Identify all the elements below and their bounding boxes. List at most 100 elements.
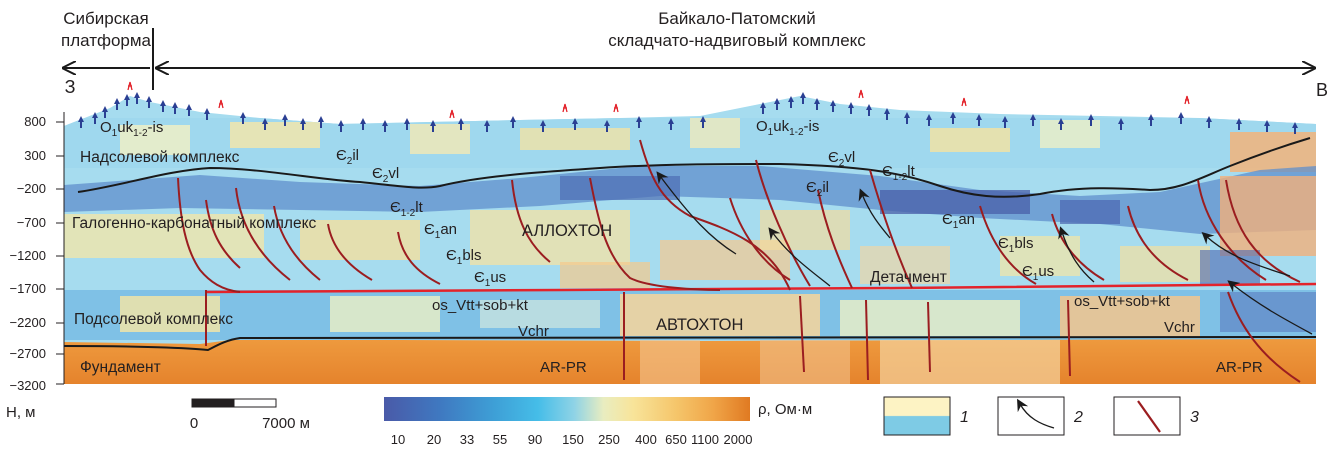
fault <box>1127 205 1189 281</box>
thrust-arrow <box>1227 280 1313 335</box>
legend-swatch-arrow <box>997 396 1065 436</box>
label-autochthon: АВТОХТОН <box>656 316 743 334</box>
fault <box>755 159 811 287</box>
station-arrows-right <box>760 92 1298 134</box>
color-tick: 400 <box>635 432 657 447</box>
stratum-ord-left: O1uk1-2-is <box>100 119 163 139</box>
depth-axis: 800 300 −200 −700 −1200 −1700 −2200 −270… <box>6 112 65 421</box>
resistivity-color-scale: ρ, Ом·м 10 20 33 55 90 150 250 400 650 1… <box>384 397 812 447</box>
stratum-c2il-top: Є2il <box>336 147 359 167</box>
legend-label-3: 3 <box>1190 409 1199 426</box>
top-salt-horizon <box>77 137 1311 198</box>
label-basement: Фундамент <box>80 359 161 376</box>
stratum-ord-right: O1uk1-2-is <box>756 118 819 138</box>
thrust-arrow <box>1058 226 1095 283</box>
fault <box>817 189 853 289</box>
color-tick: 33 <box>460 432 474 447</box>
faults <box>177 139 1301 383</box>
stratum-os-right: os_Vtt+sob+kt <box>1074 293 1171 310</box>
baikal-patom-line2: складчато-надвиговый комплекс <box>608 31 866 50</box>
scale-bar: 0 7000 м <box>190 398 310 432</box>
thrust-arrow <box>1201 231 1291 277</box>
stratum-c1us-left: Є1us <box>474 269 506 289</box>
legend: 1 2 3 <box>883 396 1199 436</box>
detachment-line <box>205 282 1317 294</box>
thrust-arrow <box>656 171 737 255</box>
tick-label: −700 <box>17 215 46 230</box>
strata-labels: O1uk1-2-is O1uk1-2-is Є2il Є2vl Є1-2lt Є… <box>100 118 1263 376</box>
color-tick: 10 <box>391 432 405 447</box>
fault <box>729 197 791 281</box>
stratum-os-left: os_Vtt+sob+kt <box>432 297 529 314</box>
tick-label: 300 <box>24 148 46 163</box>
fault <box>177 177 241 293</box>
legend-swatch-fault <box>1113 396 1181 436</box>
fault <box>927 301 931 373</box>
stratum-c1bls-left: Є1bls <box>446 247 482 267</box>
legend-label-1: 1 <box>960 409 969 426</box>
label-halogen-carbonate: Галогенно-карбонатный комплекс <box>72 215 317 232</box>
stratum-c1us-right: Є1us <box>1022 263 1054 283</box>
thrust-arrow <box>768 227 831 287</box>
station-markers <box>78 81 1298 134</box>
legend-arrow-icon <box>1017 398 1055 429</box>
stratum-c2il-right: Є2il <box>806 179 829 199</box>
fault <box>205 199 241 269</box>
color-tick: 2000 <box>724 432 753 447</box>
fault <box>235 187 291 281</box>
color-ramp <box>384 397 750 421</box>
label-detachment: Детачмент <box>870 269 947 286</box>
well-markers <box>127 81 1190 119</box>
stratum-c2vl-left: Є2vl <box>372 165 399 185</box>
stratum-vchr-right: Vchr <box>1164 319 1195 336</box>
stratum-c1bls-right: Є1bls <box>998 235 1034 255</box>
east-label: В <box>1316 80 1328 100</box>
color-tick: 55 <box>493 432 507 447</box>
siberian-platform-line1: Сибирская <box>63 9 148 28</box>
label-supra-salt: Надсолевой комплекс <box>80 149 240 166</box>
legend-label-2: 2 <box>1073 409 1083 426</box>
color-tick: 150 <box>562 432 584 447</box>
stratum-c1an-right: Є1an <box>942 211 975 231</box>
fault <box>1051 213 1105 281</box>
color-tick: 1100 <box>691 432 719 447</box>
tick-label: −1200 <box>9 248 46 263</box>
tick-label: 800 <box>24 114 46 129</box>
thrust-arrow <box>858 188 891 239</box>
fault <box>869 169 913 289</box>
resistivity-section <box>64 96 1316 384</box>
displacement-arrows <box>656 171 1313 335</box>
scale-end: 7000 м <box>262 415 310 432</box>
fault <box>799 295 805 373</box>
fault <box>1067 299 1071 377</box>
scale-start: 0 <box>190 415 198 432</box>
tick-label: −1700 <box>9 281 46 296</box>
color-tick: 250 <box>598 432 620 447</box>
label-allochthon: АЛЛОХТОН <box>522 222 612 240</box>
color-tick: 20 <box>427 432 441 447</box>
stratum-c2vl-right: Є2vl <box>828 149 855 169</box>
fault <box>979 205 1037 285</box>
stratum-c12lt-left: Є1-2lt <box>390 199 424 219</box>
tick-label: −3200 <box>9 378 46 393</box>
color-tick: 90 <box>528 432 542 447</box>
axis-title: Н, м <box>6 404 35 421</box>
stratum-c12lt-right: Є1-2lt <box>882 163 916 183</box>
fault <box>1227 291 1301 383</box>
fault <box>639 139 791 291</box>
stratum-arpr-right: AR-PR <box>1216 359 1263 376</box>
station-arrows-left <box>78 92 706 132</box>
fault <box>327 223 373 281</box>
fault <box>589 177 721 291</box>
stratum-vchr-left: Vchr <box>518 323 549 340</box>
fault <box>397 231 441 285</box>
fault <box>511 179 551 263</box>
stratum-arpr-left: AR-PR <box>540 359 587 376</box>
label-sub-salt: Подсолевой комплекс <box>74 311 233 328</box>
baikal-patom-line1: Байкало-Патомский <box>658 9 816 28</box>
fault <box>1197 179 1267 281</box>
legend-fault-icon <box>1137 400 1161 433</box>
fault <box>865 299 869 381</box>
fault <box>273 205 321 281</box>
siberian-platform-line2: платформа <box>61 31 152 50</box>
